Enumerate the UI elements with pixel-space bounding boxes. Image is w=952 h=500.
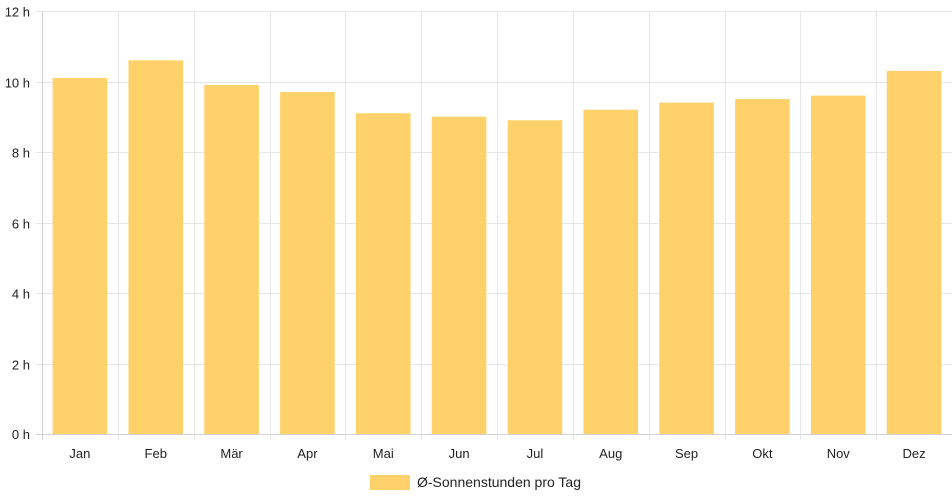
bar-apr[interactable]	[280, 92, 335, 434]
x-tick-label: Mai	[373, 446, 394, 461]
x-tick-label: Jan	[69, 446, 90, 461]
vertical-gridlines	[42, 11, 877, 440]
legend-label[interactable]: Ø-Sonnenstunden pro Tag	[417, 474, 581, 490]
bar-sep[interactable]	[659, 102, 714, 435]
x-tick-label: Dez	[903, 446, 926, 461]
y-tick-label: 10 h	[5, 76, 30, 91]
x-tick-label: Aug	[599, 446, 622, 461]
x-tick-label: Sep	[675, 446, 698, 461]
x-tick-label: Feb	[145, 446, 167, 461]
x-axis-tick-labels: Jan Feb Mär Apr Mai Jun Jul Aug Sep Okt Nov Dez	[69, 446, 925, 461]
bar-mär[interactable]	[204, 85, 259, 435]
bar-jul[interactable]	[507, 120, 563, 435]
x-tick-label: Jun	[449, 446, 470, 461]
bar-nov[interactable]	[810, 95, 866, 434]
y-tick-label: 6 h	[12, 217, 30, 232]
bar-dez[interactable]	[886, 70, 942, 435]
x-tick-label: Okt	[752, 446, 773, 461]
y-tick-label: 8 h	[12, 146, 30, 161]
bar-okt[interactable]	[735, 99, 790, 435]
legend-swatch[interactable]	[370, 475, 410, 490]
y-tick-label: 0 h	[12, 427, 30, 442]
horizontal-gridlines	[36, 11, 952, 435]
x-tick-label: Nov	[827, 446, 851, 461]
x-tick-label: Mär	[220, 446, 243, 461]
y-tick-label: 4 h	[12, 287, 30, 302]
bar-jun[interactable]	[431, 116, 487, 434]
bar-mai[interactable]	[355, 113, 411, 434]
x-tick-label: Jul	[527, 446, 544, 461]
y-tick-label: 12 h	[5, 5, 30, 20]
bar-series	[52, 60, 942, 435]
y-axis-tick-labels: 0 h 2 h 4 h 6 h 8 h 10 h 12 h	[5, 5, 30, 443]
y-tick-label: 2 h	[12, 358, 30, 373]
bar-aug[interactable]	[583, 109, 639, 434]
bar-feb[interactable]	[128, 60, 184, 434]
x-tick-label: Apr	[297, 446, 318, 461]
bar-jan[interactable]	[52, 77, 108, 434]
chart-legend[interactable]: Ø-Sonnenstunden pro Tag	[370, 474, 581, 490]
